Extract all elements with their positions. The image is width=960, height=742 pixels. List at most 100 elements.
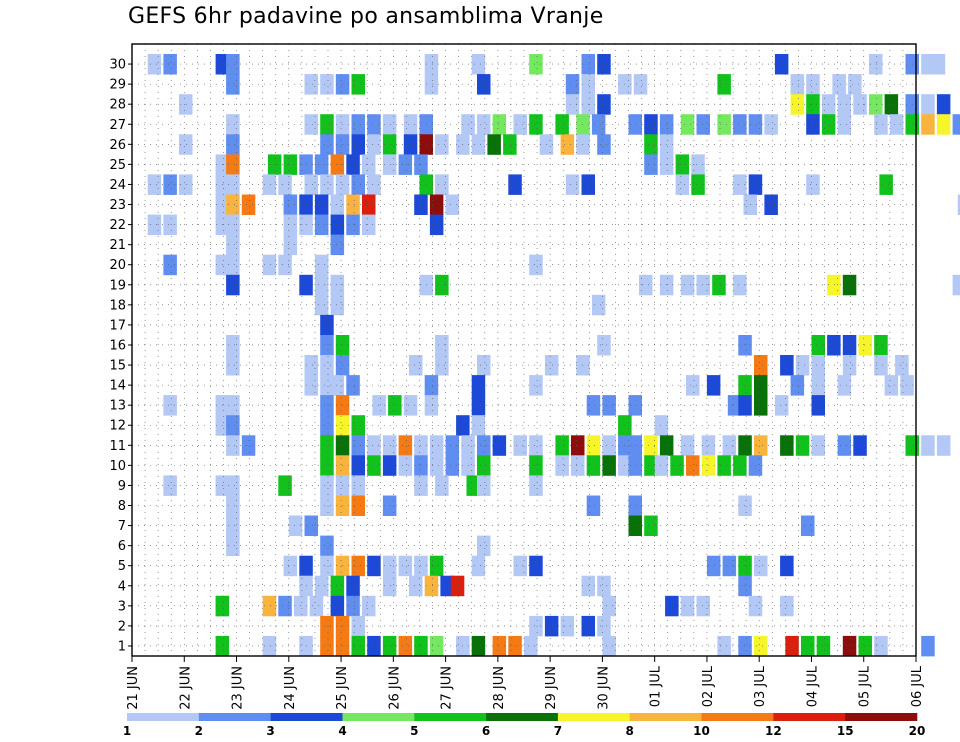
- heatmap-cell: [330, 194, 345, 215]
- heatmap-cell: [226, 214, 240, 236]
- heatmap-cell: [706, 375, 721, 396]
- heatmap-cell: [827, 335, 841, 356]
- heatmap-cell: [738, 635, 752, 657]
- heatmap-cell: [398, 555, 413, 577]
- heatmap-cell: [330, 154, 345, 175]
- heatmap-cell: [936, 435, 951, 456]
- heatmap-cell: [738, 495, 752, 516]
- y-tick-label: 20: [109, 258, 126, 273]
- heatmap-cell: [163, 475, 177, 496]
- heatmap-cell: [733, 114, 747, 135]
- heatmap-cell: [565, 74, 580, 95]
- heatmap-cell: [351, 435, 365, 456]
- heatmap-cell: [445, 435, 460, 456]
- colorbar-label: 8: [626, 724, 634, 738]
- heatmap-cell: [429, 194, 444, 215]
- heatmap-cell: [576, 355, 590, 376]
- heatmap-cell: [382, 114, 397, 135]
- heatmap-cell: [680, 274, 695, 296]
- y-tick-labels: 1234567891011121314151617181920212223242…: [109, 58, 132, 654]
- y-tick-label: 27: [109, 118, 126, 133]
- heatmap-cell: [748, 174, 763, 195]
- heatmap-cell: [320, 435, 334, 456]
- heatmap-cell: [445, 455, 460, 476]
- heatmap-cell: [586, 455, 601, 476]
- heatmap-cell: [748, 114, 763, 135]
- heatmap-cell: [471, 635, 486, 657]
- heatmap-cell: [529, 455, 543, 476]
- heatmap-cell: [304, 355, 318, 376]
- heatmap-cell: [842, 274, 857, 296]
- heatmap-cell: [921, 54, 935, 75]
- heatmap-cell: [921, 435, 935, 456]
- heatmap-cell: [262, 635, 277, 657]
- heatmap-cell: [330, 274, 345, 296]
- heatmap-cell: [367, 635, 381, 657]
- colorbar-label: 5: [410, 724, 418, 738]
- heatmap-cell: [811, 435, 825, 456]
- heatmap-cell: [722, 435, 737, 456]
- heatmap-cell: [717, 74, 731, 95]
- heatmap-cell: [602, 635, 616, 657]
- heatmap-cell: [544, 355, 559, 376]
- heatmap-cell: [806, 174, 820, 195]
- x-tick-label: 04 JUL: [805, 665, 820, 707]
- heatmap-cell: [738, 575, 752, 597]
- heatmap-cell: [346, 194, 360, 215]
- heatmap-cell: [147, 174, 162, 195]
- heatmap-cell: [727, 395, 742, 416]
- heatmap-cell: [288, 515, 303, 536]
- heatmap-cell: [508, 174, 522, 195]
- heatmap-cell: [424, 575, 439, 597]
- heatmap-cell: [712, 274, 726, 296]
- heatmap-cell: [351, 495, 365, 516]
- heatmap-cell: [853, 94, 867, 115]
- heatmap-cell: [680, 595, 695, 617]
- heatmap-cell: [774, 54, 789, 75]
- heatmap-cell: [675, 154, 690, 175]
- heatmap-cell: [717, 114, 731, 135]
- y-tick-label: 29: [109, 78, 126, 93]
- y-tick-label: 10: [109, 459, 126, 474]
- heatmap-cell: [931, 54, 946, 75]
- heatmap-cell: [179, 134, 193, 155]
- heatmap-cell: [628, 495, 642, 516]
- heatmap-cell: [226, 114, 240, 135]
- heatmap-cell: [362, 214, 376, 236]
- heatmap-cell: [226, 515, 240, 536]
- heatmap-cell: [346, 375, 360, 396]
- heatmap-cell: [382, 495, 397, 516]
- heatmap-cell: [529, 114, 543, 135]
- colorbar-label: 20: [909, 724, 926, 738]
- heatmap-cell: [529, 555, 543, 577]
- heatmap-cell: [226, 415, 240, 436]
- heatmap-cell: [382, 575, 397, 597]
- heatmap-cell: [445, 194, 460, 215]
- heatmap-cell: [722, 555, 737, 577]
- heatmap-cell: [163, 254, 177, 276]
- heatmap-cell: [842, 335, 857, 356]
- heatmap-cell: [147, 214, 162, 236]
- heatmap-cell: [686, 375, 700, 396]
- heatmap-cell: [398, 455, 413, 476]
- heatmap-cell: [477, 355, 491, 376]
- colorbar-label: 1: [123, 724, 131, 738]
- colorbar-label: 10: [693, 724, 710, 738]
- heatmap-cell: [163, 214, 177, 236]
- heatmap-cell: [309, 595, 324, 617]
- heatmap-cell: [346, 575, 360, 597]
- heatmap-cell: [895, 355, 909, 376]
- heatmap-cell: [738, 435, 752, 456]
- y-tick-label: 19: [109, 278, 126, 293]
- heatmap-cell: [816, 635, 831, 657]
- heatmap-cell: [571, 455, 585, 476]
- x-tick-label: 01 JUL: [649, 665, 664, 707]
- heatmap-cell: [597, 615, 611, 637]
- heatmap-cell: [466, 475, 480, 496]
- heatmap-cell: [314, 575, 329, 597]
- colorbar-label: 3: [266, 724, 274, 738]
- heatmap-cell: [644, 435, 658, 456]
- heatmap-cell: [754, 635, 768, 657]
- heatmap-cell: [644, 154, 658, 175]
- heatmap-cell: [738, 395, 752, 416]
